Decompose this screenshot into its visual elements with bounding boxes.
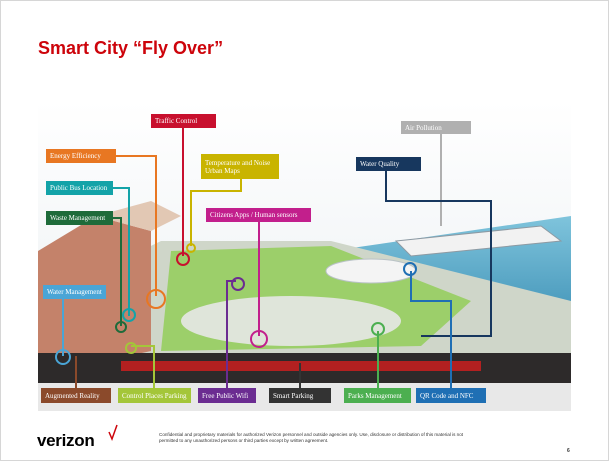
callout-label: Free Public Wifi xyxy=(198,388,256,403)
disclaimer: Confidential and proprietary materials f… xyxy=(159,432,479,444)
plaza xyxy=(181,296,401,346)
callout-label: Parks Management xyxy=(344,388,411,403)
callout-label: Smart Parking xyxy=(269,388,331,403)
callout-label: Waste Management xyxy=(46,211,113,225)
slide: Smart City “Fly Over” Traffic Control Ene… xyxy=(0,0,609,461)
stadium xyxy=(326,259,416,283)
callout-label: Air Pollution xyxy=(401,121,471,134)
callout-label: Traffic Control xyxy=(151,114,216,128)
callout-label: Water Quality xyxy=(356,157,421,171)
slide-title: Smart City “Fly Over” xyxy=(38,38,223,59)
callout-label: Control Places Parking xyxy=(118,388,191,403)
callout-label: QR Code and NFC xyxy=(416,388,486,403)
callout-label: Citizens Apps / Human sensors xyxy=(206,208,311,222)
callout-label: Public Bus Location xyxy=(46,181,113,195)
verizon-check xyxy=(109,425,117,439)
callout-label: Energy Efficiency xyxy=(46,149,116,163)
callout-label: Augmented Reality xyxy=(41,388,111,403)
page-number: 6 xyxy=(567,448,570,454)
callout-label: Temperature and Noise Urban Maps xyxy=(201,154,279,179)
logo: verizon xyxy=(37,431,94,451)
callout-label: Water Management xyxy=(43,285,106,299)
